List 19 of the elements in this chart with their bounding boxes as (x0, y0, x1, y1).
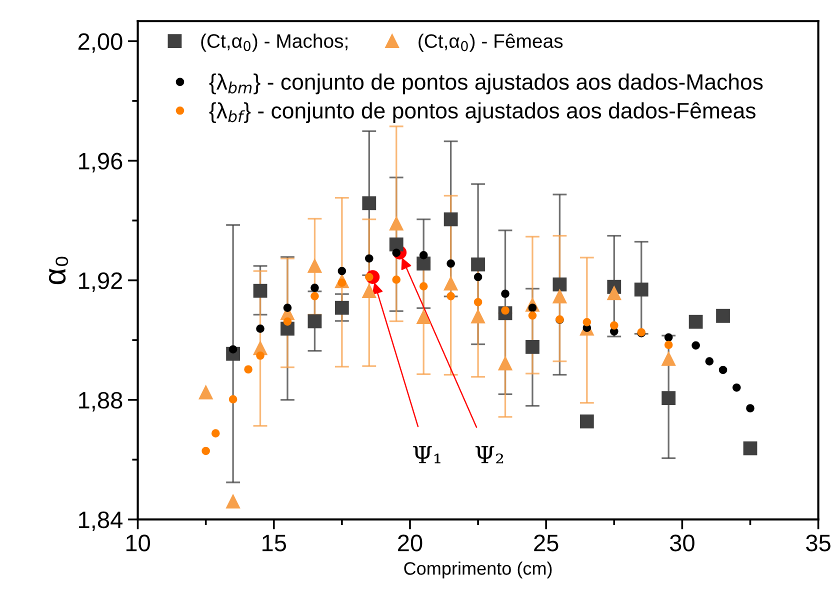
x-tick-label: 15 (262, 534, 286, 552)
legend-label: (Ct,α$_{0}$) - Machos; (201, 34, 348, 52)
legend-label: (Ct,α$_{0}$) - Fêmeas (418, 34, 563, 52)
annotation: Ψ₁ (413, 446, 440, 464)
legend-label: {λ$_{bf}$} - conjunto de pontos ajustados aos dados-Fêmeas (209, 102, 756, 123)
x-tick-label: 30 (670, 534, 694, 552)
x-tick-label: 20 (398, 534, 422, 552)
x-tick-label: 25 (534, 534, 558, 552)
y-axis-title: α₀ (48, 256, 68, 284)
y-tick-label: 1,84 (79, 512, 123, 532)
x-tick-label: 10 (126, 534, 150, 552)
x-axis-title: Comprimento (cm) (404, 562, 552, 578)
annotation: Ψ₂ (475, 446, 504, 464)
x-tick-label: 35 (806, 534, 830, 552)
y-tick-label: 1,88 (79, 392, 122, 412)
y-tick-label: 1,96 (79, 152, 122, 172)
y-tick-label: 1,92 (79, 272, 122, 292)
y-tick-label: 2,00 (78, 33, 122, 53)
legend-label: {λ$_{bm}$} - conjunto de pontos ajustados aos dados-Machos (209, 74, 763, 94)
